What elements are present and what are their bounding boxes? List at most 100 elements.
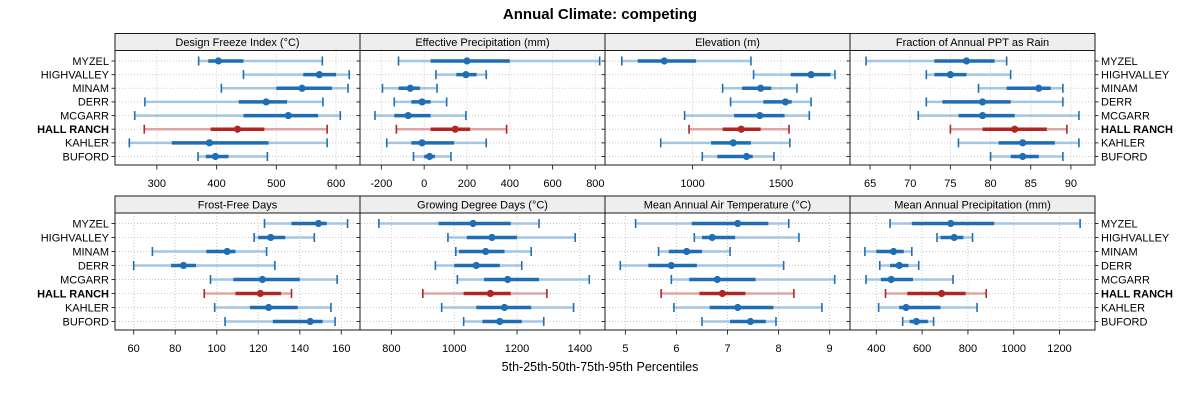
- median-dot: [451, 125, 459, 133]
- series-buford: [197, 152, 269, 161]
- series-highvalley: [936, 233, 974, 242]
- series-buford: [701, 317, 777, 326]
- median-dot: [667, 261, 675, 270]
- x-tick-label: 200: [458, 178, 476, 190]
- series-buford: [701, 152, 775, 161]
- series-buford: [224, 317, 336, 326]
- series-hall-ranch: [143, 124, 328, 134]
- x-tick-label: 120: [249, 343, 267, 355]
- median-dot: [404, 111, 412, 120]
- panel-elevation-m: Elevation (m) 1000 1500: [601, 33, 854, 190]
- series-myzel: [865, 56, 1008, 66]
- x-tick-label: 9: [827, 343, 833, 355]
- median-dot: [947, 219, 955, 228]
- series-mcgarr: [209, 275, 338, 284]
- panel-strip-title: Effective Precipitation (mm): [415, 37, 549, 49]
- series-kahler: [673, 303, 823, 312]
- x-tick-label: 1500: [769, 178, 793, 190]
- median-dot: [500, 303, 509, 312]
- median-dot: [746, 317, 755, 326]
- x-tick-label: 7: [724, 343, 730, 355]
- row-label-right: DERR: [1101, 97, 1132, 109]
- panel-background: [360, 50, 605, 165]
- panel-background: [115, 50, 360, 165]
- row-label-right: KAHLER: [1101, 302, 1145, 314]
- series-derr: [434, 261, 523, 270]
- panel-frost-free-days: Frost-Free Days 60 80 100 120 140 160: [111, 195, 364, 355]
- x-tick-label: 5: [622, 343, 628, 355]
- median-dot: [807, 71, 815, 79]
- x-tick-label: 65: [864, 178, 876, 190]
- series-hall-ranch: [395, 124, 508, 134]
- median-dot: [946, 71, 955, 79]
- median-dot: [978, 111, 987, 120]
- series-hall-ranch: [422, 289, 548, 298]
- x-tick-label: 160: [332, 343, 350, 355]
- median-dot: [734, 219, 742, 228]
- series-minam: [977, 83, 1064, 93]
- row-label-right: MCGARR: [1101, 274, 1150, 286]
- row-label-left: HALL RANCH: [37, 124, 109, 136]
- row-label-right: BUFORD: [1101, 151, 1148, 163]
- row-label-right: MYZEL: [1101, 56, 1138, 68]
- series-minam: [220, 83, 349, 93]
- series-minam: [151, 247, 268, 256]
- series-mcgarr: [670, 275, 836, 284]
- x-tick-label: 70: [904, 178, 916, 190]
- median-dot: [713, 275, 721, 284]
- x-tick-label: 1000: [680, 178, 704, 190]
- row-label-left: HIGHVALLEY: [41, 69, 110, 81]
- median-dot: [267, 233, 275, 242]
- median-dot: [205, 139, 214, 147]
- median-dot: [418, 98, 426, 106]
- panel-background: [850, 213, 1095, 330]
- x-tick-label: 600: [327, 178, 345, 190]
- x-tick-label: 800: [382, 343, 400, 355]
- series-hall-ranch: [884, 289, 988, 298]
- series-buford: [462, 317, 545, 326]
- panel-strip-title: Mean Annual Air Temperature (°C): [644, 200, 811, 212]
- figure-title: Annual Climate: competing: [502, 6, 698, 23]
- x-tick-label: 6: [673, 343, 679, 355]
- series-mcgarr: [865, 275, 954, 284]
- x-tick-label: 400: [867, 343, 885, 355]
- series-hall-ranch: [660, 289, 795, 298]
- series-highvalley: [253, 233, 316, 242]
- x-tick-label: 600: [913, 343, 931, 355]
- median-dot: [214, 57, 222, 65]
- x-tick-label: 600: [543, 178, 561, 190]
- panel-strip-title: Design Freeze Index (°C): [175, 37, 299, 49]
- row-label-left: BUFORD: [63, 316, 110, 328]
- series-myzel: [263, 219, 349, 228]
- panel-design-freeze-index-c: Design Freeze Index (°C) 300 400 500 600: [111, 33, 364, 190]
- series-mcgarr: [133, 111, 342, 121]
- median-dot: [425, 152, 434, 161]
- median-dot: [406, 84, 414, 92]
- series-mcgarr: [917, 111, 1080, 121]
- series-minam: [381, 83, 438, 93]
- series-minam: [721, 83, 798, 93]
- median-dot: [418, 139, 426, 147]
- series-mcgarr: [456, 275, 591, 284]
- series-kahler: [385, 138, 488, 148]
- x-tick-label: 800: [959, 343, 977, 355]
- series-derr: [132, 261, 276, 270]
- row-label-right: HIGHVALLEY: [1101, 69, 1170, 81]
- median-dot: [683, 247, 691, 256]
- median-dot: [258, 275, 267, 284]
- median-dot: [950, 233, 958, 242]
- median-dot: [962, 57, 971, 65]
- x-tick-label: 1400: [568, 343, 592, 355]
- series-highvalley: [925, 70, 1012, 80]
- series-derr: [619, 261, 785, 270]
- row-label-left: HIGHVALLEY: [41, 232, 110, 244]
- x-tick-label: 0: [421, 178, 427, 190]
- series-minam: [455, 247, 532, 256]
- median-dot: [315, 71, 323, 79]
- series-mcgarr: [374, 111, 467, 121]
- series-hall-ranch: [203, 289, 293, 298]
- row-label-left: KAHLER: [65, 302, 109, 314]
- series-myzel: [621, 56, 752, 66]
- series-highvalley: [242, 70, 351, 80]
- x-tick-label: 140: [291, 343, 309, 355]
